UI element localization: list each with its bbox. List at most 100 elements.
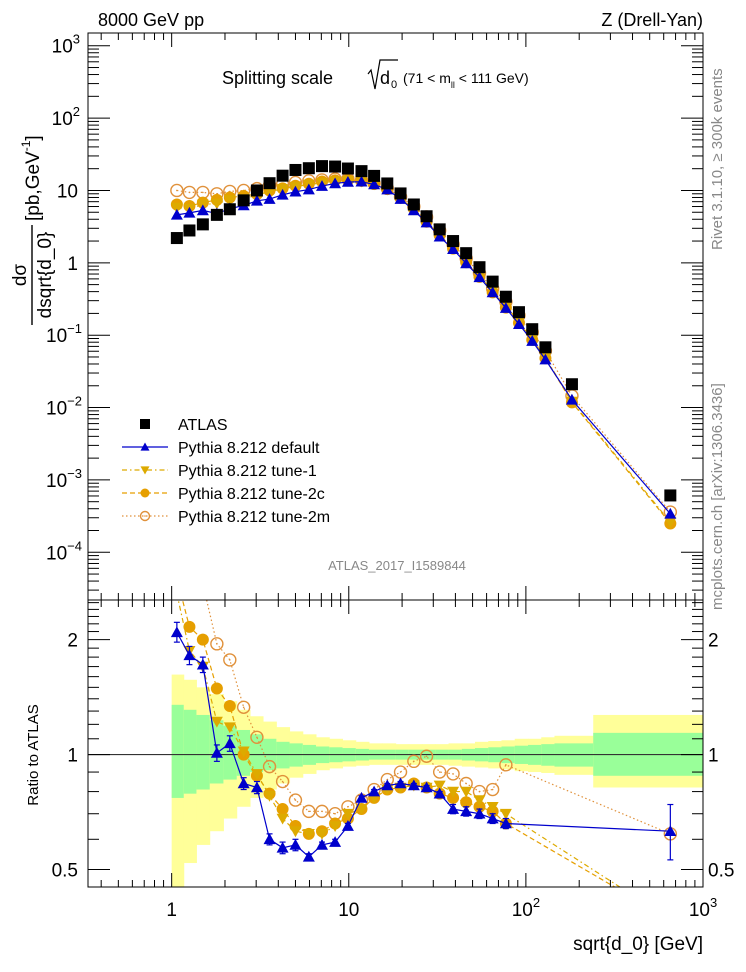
data-point-center bbox=[176, 189, 178, 192]
ratio-data-point-center bbox=[413, 760, 415, 763]
data-point bbox=[539, 341, 552, 354]
ratio-data-point bbox=[499, 808, 512, 820]
ratio-data-point bbox=[276, 841, 289, 853]
ylabel-unit: [pb,GeV-1] bbox=[19, 135, 44, 221]
data-point bbox=[276, 169, 289, 182]
ratio-data-point bbox=[664, 825, 677, 837]
data-point bbox=[302, 183, 315, 195]
data-point bbox=[263, 177, 276, 190]
ratio-data-point bbox=[664, 915, 676, 926]
stat-uncertainty-band bbox=[183, 709, 197, 794]
ratio-data-point bbox=[341, 820, 354, 831]
data-point bbox=[664, 517, 677, 529]
ratio-marks bbox=[170, 556, 678, 926]
ratio-data-point bbox=[196, 658, 209, 670]
ratio-data-point bbox=[473, 807, 486, 819]
ratio-data-point bbox=[302, 804, 316, 819]
ratio-data-point bbox=[381, 779, 394, 791]
ratio-data-point bbox=[433, 780, 446, 792]
y-tick-label: 10−2 bbox=[46, 394, 82, 420]
ratio-data-point bbox=[210, 637, 224, 651]
ratio-data-point bbox=[263, 790, 276, 802]
ratio-data-point-center bbox=[268, 765, 271, 768]
ratio-data-point bbox=[171, 589, 183, 600]
ylabel-unit-exp: -1 bbox=[19, 140, 33, 151]
data-point bbox=[329, 160, 342, 173]
data-point bbox=[565, 378, 578, 391]
ratio-data-point bbox=[355, 791, 368, 803]
header-right-label: Z (Drell-Yan) bbox=[601, 10, 703, 30]
data-point bbox=[355, 165, 368, 178]
stat-uncertainty-band bbox=[250, 734, 264, 773]
data-point bbox=[250, 194, 263, 206]
data-point bbox=[329, 177, 342, 189]
title-range-end: < 111 GeV) bbox=[455, 70, 529, 86]
ratio-data-point bbox=[447, 791, 460, 804]
ratio-data-point bbox=[355, 804, 368, 816]
title-sqrt-var: d bbox=[380, 68, 390, 88]
ratio-data-point-center bbox=[452, 773, 454, 775]
data-point bbox=[486, 275, 499, 288]
ratio-data-point bbox=[485, 782, 500, 797]
stat-uncertainty-band bbox=[223, 725, 238, 780]
title-sqrt-sub: 0 bbox=[391, 79, 397, 91]
ratio-data-point-center bbox=[308, 810, 310, 813]
data-point bbox=[183, 206, 196, 218]
legend-label: Pythia 8.212 default bbox=[178, 440, 320, 457]
ratio-data-point bbox=[315, 838, 328, 850]
data-point bbox=[512, 318, 525, 329]
data-point bbox=[170, 232, 183, 245]
legend-marker-icon bbox=[140, 488, 150, 498]
ylabel-denominator: dsqrt{d_0} bbox=[35, 232, 56, 319]
legend-marker-icon bbox=[140, 442, 150, 451]
ratio-data-point bbox=[419, 749, 434, 763]
ratio-data-point-center bbox=[189, 556, 191, 558]
data-point bbox=[170, 183, 184, 198]
ratio-data-point bbox=[302, 850, 315, 862]
data-point bbox=[170, 202, 183, 214]
ratio-data-point bbox=[486, 801, 499, 813]
data-point bbox=[183, 224, 196, 237]
rivet-label: Rivet 3.1.10, ≥ 300k events bbox=[709, 68, 726, 250]
data-point bbox=[368, 178, 381, 190]
ratio-data-point bbox=[486, 812, 499, 824]
ratio-data-point bbox=[210, 682, 223, 695]
ratio-data-point bbox=[275, 774, 290, 789]
data-point bbox=[664, 489, 677, 502]
y-tick-label-exp: −3 bbox=[67, 466, 82, 481]
x-tick-label: 1 bbox=[166, 900, 177, 921]
data-point bbox=[447, 243, 460, 255]
data-point bbox=[539, 353, 552, 365]
ratio-data-point-center bbox=[216, 643, 218, 645]
data-point bbox=[433, 230, 446, 242]
data-point-center bbox=[202, 191, 204, 194]
ratio-data-point-center bbox=[229, 659, 231, 661]
ratio-data-point bbox=[499, 758, 513, 772]
y-tick-label-exp: −2 bbox=[67, 394, 82, 409]
ratio-data-point bbox=[432, 765, 447, 779]
ratio-data-point-center bbox=[465, 782, 467, 785]
ratio-data-point bbox=[250, 769, 263, 780]
ratio-data-point bbox=[223, 737, 236, 749]
ratio-data-point bbox=[183, 620, 196, 633]
data-point bbox=[433, 223, 446, 236]
data-point bbox=[250, 184, 263, 197]
ratio-data-point-center bbox=[334, 812, 336, 815]
ratio-data-point bbox=[447, 803, 460, 814]
ratio-data-point-center bbox=[347, 805, 349, 808]
y-tick-label-base: 10 bbox=[46, 543, 67, 564]
ratio-data-point bbox=[473, 795, 486, 807]
x-tick-label-exp: 3 bbox=[710, 895, 717, 910]
ratio-data-point bbox=[196, 633, 209, 646]
ratio-data-point bbox=[407, 779, 420, 791]
data-point bbox=[223, 195, 236, 206]
ratio-data-point bbox=[170, 626, 183, 638]
ratio-data-point bbox=[394, 777, 407, 789]
x-axis-label: sqrt{d_0} [GeV] bbox=[573, 934, 703, 955]
legend-marker-icon bbox=[140, 419, 150, 429]
ratio-data-point bbox=[499, 817, 512, 829]
ratio-data-point bbox=[460, 805, 473, 817]
ratio-data-point bbox=[288, 793, 303, 807]
legend-item: Pythia 8.212 tune-1 bbox=[122, 463, 317, 480]
